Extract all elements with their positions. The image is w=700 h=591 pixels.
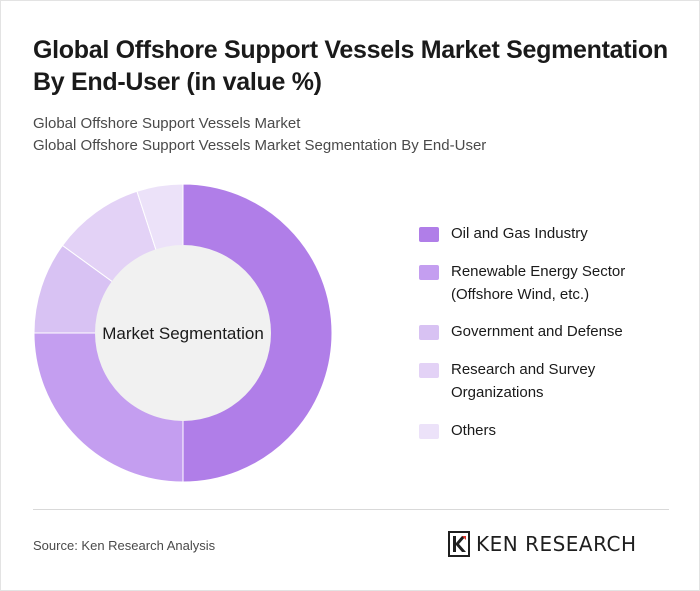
legend-swatch <box>419 227 439 242</box>
donut-chart: Market Segmentation <box>33 183 333 483</box>
legend-label: Oil and Gas Industry <box>451 225 588 242</box>
brand-name: KEN RESEARCH <box>476 532 637 556</box>
chart-title: Global Offshore Support Vessels Market S… <box>33 36 668 96</box>
chart-subtitle: Global Offshore Support Vessels Market G… <box>33 113 486 157</box>
brand-logo: KEN RESEARCH <box>448 531 637 557</box>
donut-center-label: Market Segmentation <box>102 324 264 343</box>
legend-label: Research and Survey Organizations <box>451 361 596 401</box>
legend-label: Renewable Energy Sector (Offshore Wind, … <box>451 263 626 303</box>
legend-item: Others <box>419 420 651 443</box>
legend-swatch <box>419 424 439 439</box>
donut-hole <box>95 245 271 421</box>
legend-label: Government and Defense <box>451 323 623 340</box>
subtitle-line-1: Global Offshore Support Vessels Market <box>33 115 301 132</box>
legend-item: Research and Survey Organizations <box>419 359 651 404</box>
legend-item: Oil and Gas Industry <box>419 223 651 246</box>
legend-label: Others <box>451 422 497 439</box>
legend-item: Government and Defense <box>419 321 651 344</box>
legend-swatch <box>419 265 439 280</box>
legend-swatch <box>419 363 439 378</box>
source-note: Source: Ken Research Analysis <box>33 538 216 553</box>
legend-item: Renewable Energy Sector (Offshore Wind, … <box>419 261 651 306</box>
ken-research-logo-icon <box>448 531 470 557</box>
footer-divider <box>33 509 669 510</box>
subtitle-line-2: Global Offshore Support Vessels Market S… <box>33 137 487 154</box>
legend-swatch <box>419 325 439 340</box>
